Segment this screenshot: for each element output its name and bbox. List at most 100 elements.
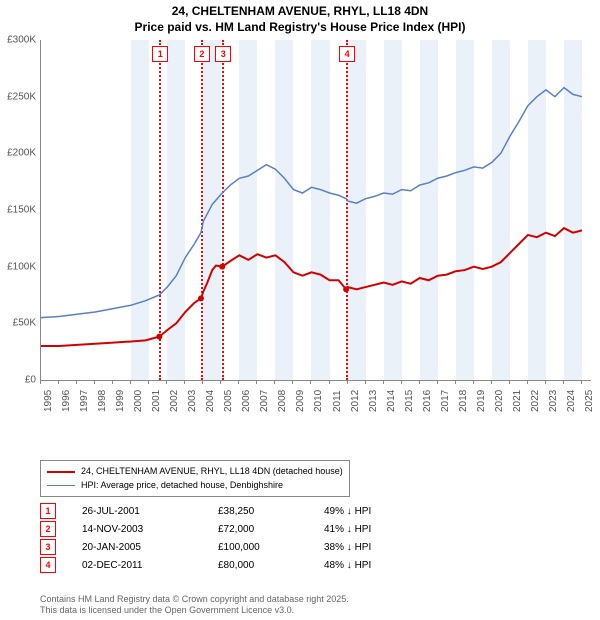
legend: 24, CHELTENHAM AVENUE, RHYL, LL18 4DN (d…	[40, 460, 350, 497]
transactions-table: 1 26-JUL-2001 £38,250 49% ↓ HPI 2 14-NOV-2003…	[40, 502, 371, 574]
transaction-marker-label: 1	[152, 46, 168, 62]
y-tick-label: £0	[25, 375, 36, 386]
transaction-delta: 38% ↓ HPI	[324, 542, 371, 553]
x-tick-label: 2007	[259, 390, 270, 412]
transaction-price: £100,000	[218, 542, 298, 553]
x-tick-mark	[455, 380, 456, 384]
y-tick-label: £50K	[13, 318, 36, 329]
x-tick-mark	[383, 380, 384, 384]
transaction-delta: 49% ↓ HPI	[324, 506, 371, 517]
x-tick-mark	[329, 380, 330, 384]
footer-line1: Contains HM Land Registry data © Crown c…	[40, 594, 349, 604]
x-tick-label: 2017	[440, 390, 451, 412]
transaction-price: £38,250	[218, 506, 298, 517]
x-tick-mark	[437, 380, 438, 384]
y-tick-label: £250K	[7, 91, 36, 102]
x-tick-mark	[40, 380, 41, 384]
x-tick-label: 2025	[584, 390, 595, 412]
x-tick-label: 1997	[79, 390, 90, 412]
transaction-marker-label: 4	[339, 46, 355, 62]
x-tick-label: 2003	[187, 390, 198, 412]
y-tick-label: £100K	[7, 261, 36, 272]
sale-point	[343, 286, 349, 292]
x-tick-label: 2009	[295, 390, 306, 412]
x-tick-mark	[166, 380, 167, 384]
legend-item: HPI: Average price, detached house, Denb…	[47, 479, 343, 493]
chart-area: £0£50K£100K£150K£200K£250K£300K 1234 199…	[0, 40, 600, 420]
x-tick-mark	[491, 380, 492, 384]
x-tick-label: 2002	[169, 390, 180, 412]
transaction-price: £80,000	[218, 560, 298, 571]
y-axis: £0£50K£100K£150K£200K£250K£300K	[0, 40, 40, 380]
y-tick-label: £150K	[7, 205, 36, 216]
footer-attribution: Contains HM Land Registry data © Crown c…	[40, 594, 349, 617]
transaction-number: 2	[40, 521, 56, 537]
transaction-number: 4	[40, 557, 56, 573]
transaction-row: 2 14-NOV-2003 £72,000 41% ↓ HPI	[40, 520, 371, 538]
transaction-date: 14-NOV-2003	[82, 524, 192, 535]
x-tick-label: 2024	[566, 390, 577, 412]
x-tick-label: 2005	[223, 390, 234, 412]
x-tick-mark	[58, 380, 59, 384]
x-tick-label: 2021	[512, 390, 523, 412]
x-tick-label: 2008	[277, 390, 288, 412]
transaction-date: 20-JAN-2005	[82, 542, 192, 553]
transaction-date: 02-DEC-2011	[82, 560, 192, 571]
x-tick-mark	[365, 380, 366, 384]
x-tick-mark	[473, 380, 474, 384]
transaction-delta: 41% ↓ HPI	[324, 524, 371, 535]
sale-point	[156, 334, 162, 340]
title-line2: Price paid vs. HM Land Registry's House …	[135, 20, 466, 34]
x-tick-mark	[256, 380, 257, 384]
title-line1: 24, CHELTENHAM AVENUE, RHYL, LL18 4DN	[172, 4, 428, 18]
x-tick-mark	[112, 380, 113, 384]
chart-title: 24, CHELTENHAM AVENUE, RHYL, LL18 4DN Pr…	[0, 0, 600, 35]
series-line	[41, 228, 582, 346]
x-tick-label: 2022	[530, 390, 541, 412]
x-tick-label: 2004	[205, 390, 216, 412]
x-tick-mark	[274, 380, 275, 384]
x-tick-mark	[563, 380, 564, 384]
x-tick-mark	[401, 380, 402, 384]
transaction-delta: 48% ↓ HPI	[324, 560, 371, 571]
sale-point	[219, 264, 225, 270]
x-tick-label: 2001	[151, 390, 162, 412]
legend-swatch	[47, 471, 75, 473]
x-tick-mark	[509, 380, 510, 384]
legend-label: HPI: Average price, detached house, Denb…	[81, 479, 283, 493]
x-tick-label: 2000	[133, 390, 144, 412]
x-axis: 1995199619971998199920002001200220032004…	[40, 380, 590, 420]
transaction-marker-label: 2	[194, 46, 210, 62]
transaction-number: 1	[40, 503, 56, 519]
x-tick-mark	[292, 380, 293, 384]
sale-point	[198, 295, 204, 301]
x-tick-label: 1996	[61, 390, 72, 412]
series-line	[41, 88, 582, 318]
transaction-row: 320-JAN-2005£100,00038% ↓ HPI	[40, 538, 371, 556]
x-tick-mark	[581, 380, 582, 384]
legend-item: 24, CHELTENHAM AVENUE, RHYL, LL18 4DN (d…	[47, 465, 343, 479]
y-tick-label: £300K	[7, 35, 36, 46]
x-tick-label: 2010	[313, 390, 324, 412]
plot-area: 1234	[40, 40, 591, 381]
x-tick-label: 2012	[350, 390, 361, 412]
x-tick-mark	[184, 380, 185, 384]
x-tick-mark	[202, 380, 203, 384]
footer-line2: This data is licensed under the Open Gov…	[40, 605, 294, 615]
legend-swatch	[47, 485, 75, 486]
x-tick-mark	[347, 380, 348, 384]
transaction-row: 4 02-DEC-2011 £80,000 48% ↓ HPI	[40, 556, 371, 574]
x-tick-label: 1999	[115, 390, 126, 412]
x-tick-label: 1998	[97, 390, 108, 412]
x-tick-mark	[238, 380, 239, 384]
x-tick-mark	[148, 380, 149, 384]
x-tick-mark	[419, 380, 420, 384]
transaction-date: 26-JUL-2001	[82, 506, 192, 517]
x-tick-mark	[94, 380, 95, 384]
x-tick-label: 2013	[368, 390, 379, 412]
transaction-price: £72,000	[218, 524, 298, 535]
x-tick-mark	[310, 380, 311, 384]
x-tick-mark	[220, 380, 221, 384]
x-tick-label: 2016	[422, 390, 433, 412]
y-tick-label: £200K	[7, 148, 36, 159]
